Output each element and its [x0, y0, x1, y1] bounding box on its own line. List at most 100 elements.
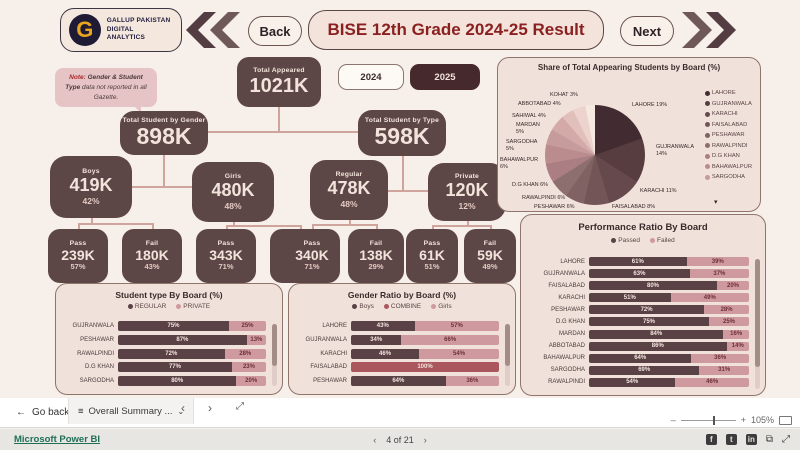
bar-segment[interactable]: 51%	[589, 293, 671, 303]
facebook-icon[interactable]: f	[705, 434, 717, 445]
card-regular-fail[interactable]: Fail 138K 29%	[348, 229, 404, 283]
page-tab-overall-summary[interactable]: ≡ Overall Summary ... ⌄	[68, 398, 195, 424]
bar-segment[interactable]: 46%	[351, 348, 420, 359]
double-chevron-right-icon[interactable]	[682, 12, 736, 48]
zoom-out-icon[interactable]: –	[670, 415, 676, 425]
card-private[interactable]: Private 120K 12%	[428, 163, 506, 221]
legend-item[interactable]: FAISALABAD	[704, 122, 752, 128]
bar-segment[interactable]: 80%	[589, 281, 717, 291]
bar-segment[interactable]: 66%	[401, 334, 499, 345]
legend-item[interactable]: Failed	[649, 237, 675, 244]
bar-segment[interactable]: 28%	[704, 305, 749, 315]
bar-segment[interactable]: 80%	[118, 376, 237, 386]
bar-segment[interactable]: 77%	[118, 362, 232, 373]
bar-segment[interactable]: 20%	[717, 281, 749, 291]
legend-item[interactable]: PESHAWAR	[704, 132, 752, 138]
legend-item[interactable]: BAHAWALPUR	[704, 164, 752, 170]
card-regular[interactable]: Regular 478K 48%	[310, 160, 388, 220]
bar-segment[interactable]: 25%	[709, 317, 749, 327]
card-boys-pass[interactable]: Pass 239K 57%	[48, 229, 108, 283]
bar-segment[interactable]: 37%	[689, 269, 749, 279]
bar-segment[interactable]: 87%	[118, 334, 247, 345]
bar-segment[interactable]: 36%	[691, 353, 749, 363]
bar-segment[interactable]: 39%	[686, 257, 749, 266]
card-girls-pass[interactable]: Pass 343K 71%	[196, 229, 256, 283]
bar-segment[interactable]: 72%	[589, 305, 705, 315]
next-page-icon[interactable]: ›	[423, 434, 427, 445]
legend-item[interactable]: RAWALPINDI	[704, 143, 752, 149]
card-total-student-by-type[interactable]: Total Student by Type 598K	[358, 110, 446, 156]
bar-segment[interactable]: 54%	[589, 377, 676, 387]
next-button[interactable]: Next	[620, 16, 674, 46]
scrollbar[interactable]	[755, 259, 760, 389]
scrollbar[interactable]	[505, 324, 510, 386]
bar-segment[interactable]: 16%	[723, 329, 749, 339]
scrollbar-thumb[interactable]	[272, 324, 277, 366]
bar-segment[interactable]: 54%	[419, 348, 499, 359]
bar-segment[interactable]: 23%	[231, 362, 266, 373]
fullscreen-icon[interactable]: ⤢	[782, 433, 790, 445]
bar-segment[interactable]: 28%	[224, 348, 266, 359]
bar-segment[interactable]: 100%	[351, 362, 499, 373]
bar-segment[interactable]: 86%	[589, 341, 727, 351]
card-total-student-by-gender[interactable]: Total Student by Gender 898K	[120, 111, 208, 155]
bar-segment[interactable]: 36%	[445, 376, 499, 386]
bar-segment[interactable]: 43%	[351, 321, 415, 331]
prev-section-button[interactable]: ‹	[181, 401, 185, 415]
bar-segment[interactable]: 25%	[229, 321, 266, 331]
legend-item[interactable]: REGULAR	[127, 303, 166, 310]
legend-item[interactable]: Girls	[431, 303, 452, 310]
legend-item[interactable]: KARACHI	[704, 111, 752, 117]
twitter-icon[interactable]: t	[725, 434, 737, 445]
card-boys-fail[interactable]: Fail 180K 43%	[122, 229, 182, 283]
legend-item[interactable]: GUJRANWALA	[704, 101, 752, 107]
expand-view-icon[interactable]: ⤢	[236, 401, 244, 412]
legend-item[interactable]: LAHORE	[704, 90, 752, 96]
year-button-2025[interactable]: 2025	[410, 64, 480, 90]
prev-page-icon[interactable]: ‹	[373, 434, 377, 445]
bar-segment[interactable]: 61%	[589, 257, 687, 266]
card-private-pass[interactable]: Pass 61K 51%	[406, 229, 458, 283]
bar-segment[interactable]: 31%	[699, 365, 749, 375]
double-chevron-left-icon[interactable]	[186, 12, 240, 48]
bar-segment[interactable]: 64%	[351, 376, 446, 386]
bar-segment[interactable]: 69%	[589, 365, 700, 375]
back-button[interactable]: Back	[248, 16, 302, 46]
card-regular-pass[interactable]: Pass 340K 71%	[284, 229, 340, 283]
scrollbar-thumb[interactable]	[505, 324, 510, 366]
bar-segment[interactable]: 20%	[236, 376, 266, 386]
bar-segment[interactable]: 75%	[118, 321, 229, 331]
legend-item[interactable]: COMBINE	[383, 303, 421, 310]
zoom-in-icon[interactable]: +	[740, 415, 746, 425]
scrollbar[interactable]	[272, 324, 277, 386]
bar-segment[interactable]: 34%	[351, 334, 402, 345]
bar-segment[interactable]: 46%	[675, 377, 749, 387]
scrollbar-thumb[interactable]	[755, 259, 760, 367]
card-boys[interactable]: Boys 419K 42%	[50, 156, 132, 218]
legend-item[interactable]: SARGODHA	[704, 174, 752, 180]
year-button-2024[interactable]: 2024	[338, 64, 404, 90]
legend-item[interactable]: D.G KHAN	[704, 153, 752, 159]
card-private-fail[interactable]: Fail 59K 49%	[464, 229, 516, 283]
fit-to-width-icon[interactable]	[779, 415, 792, 425]
share-icon[interactable]: ⧉	[765, 433, 773, 445]
bar-segment[interactable]: 63%	[589, 269, 690, 279]
bar-segment[interactable]: 14%	[726, 341, 749, 351]
bar-segment[interactable]: 13%	[246, 334, 266, 345]
bar-segment[interactable]: 64%	[589, 353, 692, 363]
linkedin-icon[interactable]: in	[745, 434, 757, 445]
total-appeared-card[interactable]: Total Appeared 1021K	[237, 57, 321, 107]
microsoft-powerbi-link[interactable]: Microsoft Power BI	[14, 434, 101, 445]
legend-item[interactable]: PRIVATE	[176, 303, 210, 310]
bar-segment[interactable]: 57%	[414, 321, 499, 331]
bar-segment[interactable]: 75%	[589, 317, 709, 327]
go-back-button[interactable]: ← Go back	[12, 402, 73, 423]
legend-item[interactable]: Passed	[611, 237, 640, 244]
next-section-button[interactable]: ›	[208, 401, 212, 415]
zoom-slider[interactable]	[680, 415, 736, 425]
pie-chart[interactable]	[545, 105, 645, 205]
card-girls[interactable]: Girls 480K 48%	[192, 162, 274, 222]
bar-segment[interactable]: 84%	[589, 329, 724, 339]
legend-item[interactable]: Boys	[352, 303, 374, 310]
zoom-slider-thumb[interactable]	[712, 415, 715, 425]
